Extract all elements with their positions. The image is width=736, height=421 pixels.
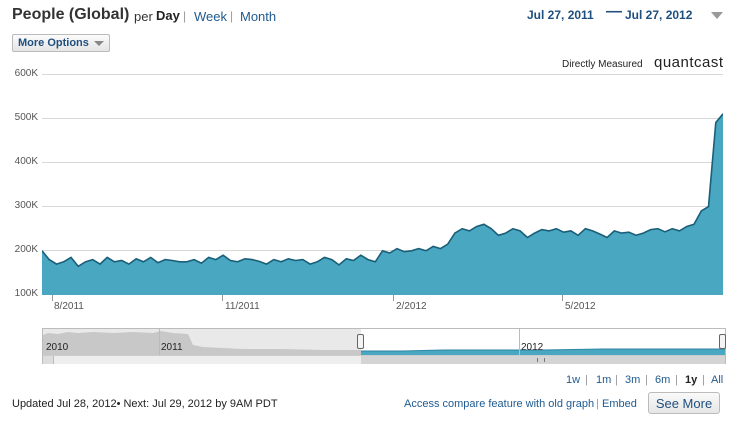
period-separator: | (183, 9, 187, 23)
year-divider (519, 329, 520, 355)
chevron-down-icon[interactable] (711, 12, 723, 19)
y-tick-label: 400K (14, 156, 38, 167)
zoom-1m[interactable]: 1m (596, 374, 612, 386)
zoom-1w[interactable]: 1w (566, 374, 581, 386)
zoom-3m[interactable]: 3m (625, 374, 641, 386)
navigator-right-handle[interactable] (719, 334, 726, 349)
period-month-link[interactable]: Month (240, 9, 277, 24)
zoom-1y[interactable]: 1y (685, 374, 698, 386)
more-options-button[interactable]: More Options (12, 34, 110, 52)
zoom-6m[interactable]: 6m (655, 374, 671, 386)
date-range-start[interactable]: Jul 27, 2011 (527, 8, 594, 22)
page-title: People (Global) (12, 6, 130, 23)
navigator-scrollbar[interactable] (43, 355, 725, 364)
zoom-separator: | (645, 374, 648, 386)
people-area-chart (42, 113, 723, 295)
compare-feature-link[interactable]: Access compare feature with old graph (404, 398, 595, 410)
scrollbar-thumb[interactable] (361, 356, 725, 364)
navigator-year-label: 2012 (521, 342, 544, 353)
y-tick-label: 500K (14, 112, 38, 123)
x-tick (52, 295, 53, 301)
navigator-left-handle[interactable] (357, 334, 364, 349)
x-tick-label: 2/2012 (396, 301, 427, 312)
directly-measured-label: Directly Measured (562, 59, 643, 70)
zoom-separator: | (675, 374, 678, 386)
x-tick-label: 11/2011 (225, 301, 260, 312)
per-label: per (134, 9, 153, 24)
date-range-dash: — (606, 3, 622, 20)
zoom-all[interactable]: All (711, 374, 724, 386)
period-day-option[interactable]: Day (156, 8, 180, 23)
traffic-area (42, 113, 723, 295)
navigator-year-label: 2010 (46, 342, 69, 353)
range-navigator[interactable]: 2010 2011 2012 (42, 328, 726, 364)
y-tick-label: 300K (14, 200, 38, 211)
period-week-link[interactable]: Week (194, 9, 227, 24)
zoom-separator: | (702, 374, 705, 386)
gridline (42, 162, 723, 163)
navigator-year-label: 2011 (161, 342, 183, 353)
zoom-separator: | (615, 374, 618, 386)
gridline (42, 206, 723, 207)
gridline (42, 74, 723, 75)
footer-separator: | (596, 398, 599, 410)
x-tick-label: 5/2012 (565, 301, 596, 312)
y-tick-label: 600K (14, 68, 38, 79)
chevron-down-icon (94, 41, 104, 46)
embed-link[interactable]: Embed (602, 398, 637, 410)
gridline (42, 118, 723, 119)
x-tick (562, 295, 563, 301)
period-separator: | (230, 9, 234, 23)
y-tick-label: 100K (14, 288, 38, 299)
x-tick (393, 295, 394, 301)
year-divider (159, 329, 160, 355)
date-range-end[interactable]: Jul 27, 2012 (625, 8, 693, 22)
zoom-separator: | (585, 374, 588, 386)
see-more-button[interactable]: See More (648, 392, 720, 414)
scroll-left-arrow-icon[interactable] (43, 356, 54, 364)
y-tick-label: 200K (14, 244, 38, 255)
grip-icon (537, 358, 545, 362)
x-tick (222, 295, 223, 301)
more-options-label: More Options (18, 37, 89, 49)
quantcast-logo: quantcast (654, 54, 724, 71)
navigator-mini-chart (43, 331, 725, 355)
x-tick-label: 8/2011 (54, 301, 84, 312)
update-status: Updated Jul 28, 2012• Next: Jul 29, 2012… (12, 398, 278, 410)
traffic-line (42, 113, 723, 268)
